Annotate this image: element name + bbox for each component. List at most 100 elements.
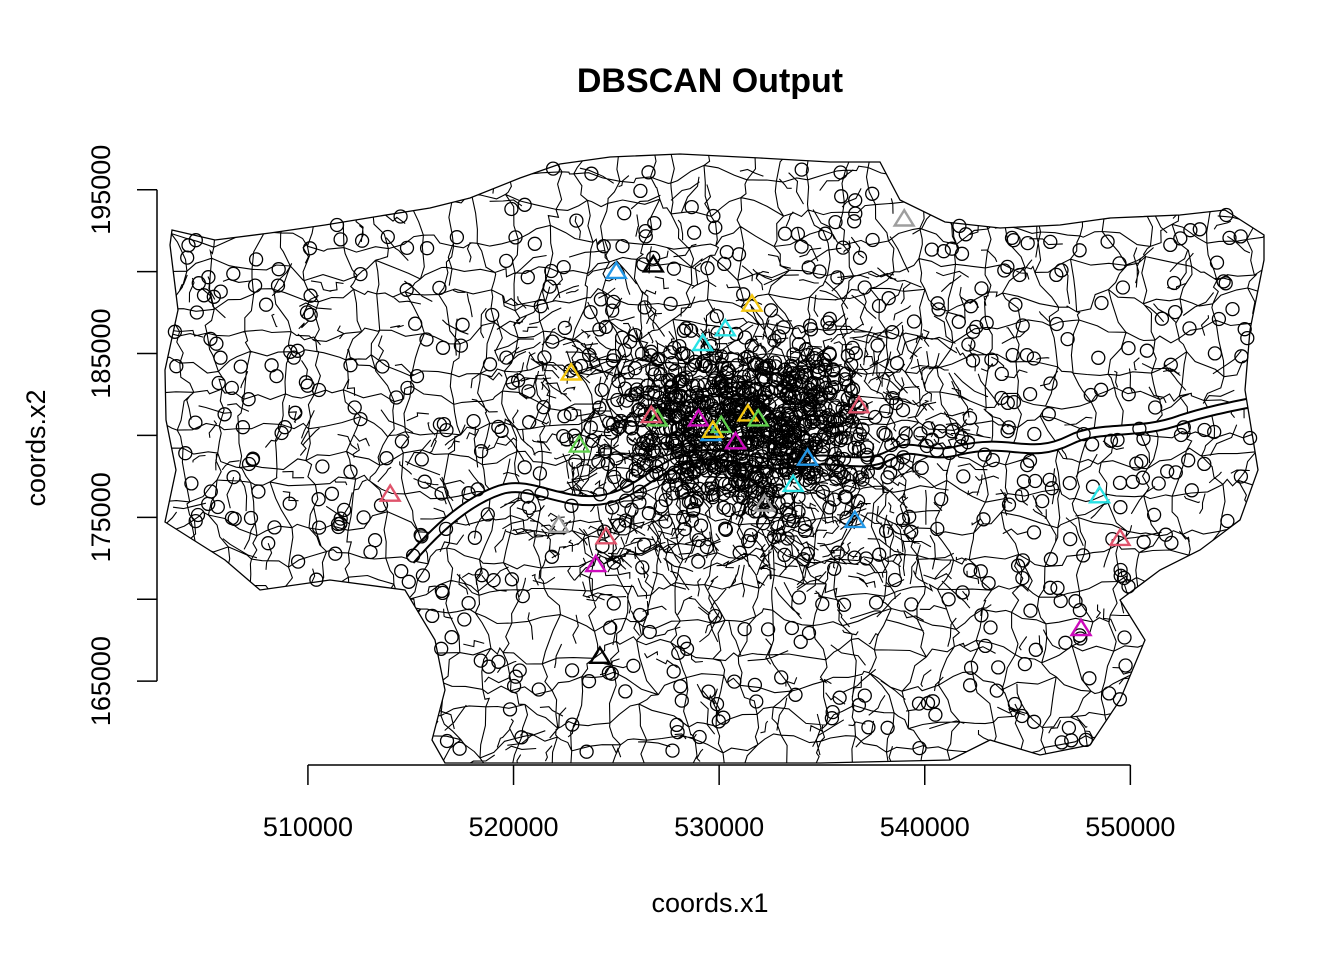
- noise-point: [438, 521, 454, 537]
- noise-point: [965, 324, 981, 339]
- noise-point: [865, 232, 880, 248]
- noise-point: [1093, 382, 1109, 397]
- noise-point: [672, 338, 687, 354]
- noise-point: [1010, 558, 1026, 573]
- noise-point: [974, 281, 989, 296]
- noise-point: [752, 344, 767, 360]
- noise-point: [895, 402, 911, 418]
- noise-point: [799, 433, 815, 448]
- noise-point: [822, 320, 837, 336]
- noise-point: [363, 544, 378, 560]
- noise-point: [664, 355, 680, 371]
- noise-point: [389, 390, 404, 405]
- noise-point: [828, 214, 843, 230]
- noise-point: [1060, 331, 1075, 347]
- noise-point: [743, 527, 759, 543]
- noise-point: [666, 664, 681, 679]
- noise-point: [736, 456, 751, 472]
- noise-point: [243, 510, 259, 526]
- noise-point: [962, 410, 978, 426]
- noise-point: [683, 495, 699, 510]
- noise-point: [508, 230, 523, 245]
- noise-point: [941, 592, 956, 607]
- noise-point: [1064, 733, 1079, 748]
- noise-point: [461, 595, 476, 611]
- noise-point: [1233, 469, 1249, 484]
- noise-point: [632, 495, 647, 510]
- noise-point: [983, 620, 998, 635]
- noise-point: [414, 452, 429, 467]
- noise-point: [217, 407, 232, 422]
- noise-point: [1006, 233, 1021, 248]
- noise-point: [822, 500, 837, 515]
- noise-point: [699, 539, 715, 555]
- noise-point: [1084, 437, 1100, 452]
- noise-point: [881, 291, 896, 306]
- noise-point: [610, 392, 625, 408]
- noise-point: [1163, 237, 1178, 253]
- noise-point: [258, 297, 274, 312]
- noise-point: [1100, 234, 1115, 249]
- noise-point: [1006, 394, 1022, 410]
- cluster-point: [795, 447, 820, 466]
- noise-point: [717, 256, 732, 272]
- noise-point: [545, 161, 561, 176]
- noise-point: [1015, 318, 1030, 333]
- noise-point: [517, 460, 532, 475]
- noise-point: [1181, 453, 1196, 468]
- noise-point: [288, 405, 303, 420]
- noise-point: [751, 481, 766, 496]
- noise-point: [444, 630, 459, 645]
- noise-point: [1158, 527, 1173, 542]
- noise-point: [1061, 720, 1077, 736]
- noise-point: [544, 549, 560, 564]
- noise-point: [801, 260, 816, 275]
- noise-point: [737, 330, 753, 345]
- noise-point: [630, 463, 646, 478]
- noise-point: [647, 444, 662, 459]
- noise-point: [665, 743, 680, 758]
- noise-point: [931, 302, 946, 317]
- noise-point: [1049, 267, 1064, 283]
- cluster-point: [1087, 484, 1112, 504]
- noise-point: [583, 304, 598, 320]
- noise-point: [682, 442, 697, 457]
- noise-point: [612, 419, 627, 435]
- noise-point: [641, 165, 656, 180]
- noise-point: [829, 470, 844, 486]
- noise-point: [485, 307, 500, 323]
- cluster-point: [740, 293, 764, 312]
- noise-point: [1182, 321, 1197, 336]
- noise-point: [969, 319, 984, 335]
- noise-point: [850, 494, 866, 509]
- noise-point: [399, 282, 414, 297]
- noise-point: [290, 343, 305, 358]
- noise-point: [676, 509, 691, 525]
- noise-point: [824, 456, 839, 472]
- noise-point: [534, 486, 549, 501]
- noise-point: [1118, 658, 1133, 673]
- noise-point: [716, 486, 731, 502]
- noise-point: [869, 454, 884, 469]
- noise-point: [642, 624, 657, 640]
- noise-point: [1001, 497, 1017, 512]
- x-tick-label: 550000: [1085, 812, 1175, 842]
- noise-point: [674, 346, 689, 362]
- noise-point: [533, 299, 548, 314]
- noise-point: [953, 439, 969, 454]
- noise-point: [850, 432, 865, 447]
- noise-point: [833, 165, 848, 180]
- noise-point: [1078, 732, 1093, 748]
- noise-point: [353, 411, 368, 427]
- noise-point: [394, 434, 410, 449]
- noise-point: [791, 590, 807, 605]
- noise-point: [581, 674, 597, 689]
- noise-point: [780, 406, 795, 421]
- noise-point: [606, 555, 621, 570]
- noise-point: [994, 366, 1009, 382]
- noise-point: [759, 460, 775, 475]
- noise-point: [213, 350, 228, 365]
- noise-point: [594, 382, 609, 398]
- noise-point: [569, 213, 584, 228]
